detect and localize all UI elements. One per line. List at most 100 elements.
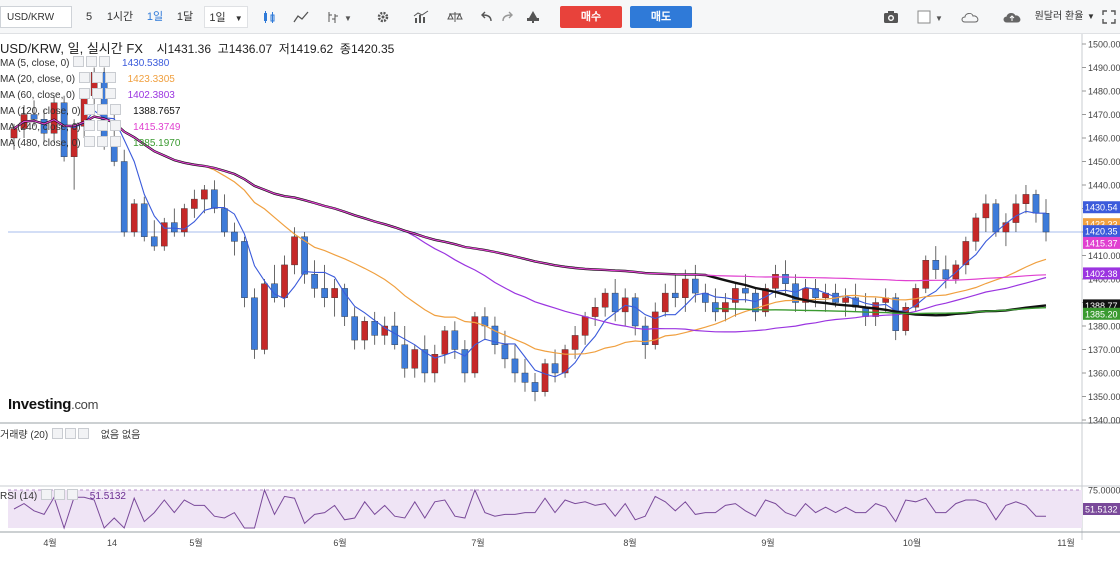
rsi-line [13, 488, 1046, 530]
price-tag [1083, 236, 1120, 249]
candle-type-icon[interactable] [258, 6, 280, 28]
interval-1h[interactable]: 1시간 [106, 11, 134, 23]
interval-1d[interactable]: 1일 [146, 11, 164, 23]
price-tag [1083, 225, 1120, 238]
rsi-band [8, 490, 1082, 528]
candle-body [742, 288, 749, 294]
candle-body [491, 325, 499, 345]
candle-body [902, 307, 910, 331]
candle-body [251, 297, 258, 350]
settings-icon[interactable] [86, 56, 98, 67]
close-icon[interactable] [110, 136, 122, 147]
rsi-label: RSI (14) [0, 491, 38, 502]
camera-icon[interactable] [880, 6, 902, 28]
candle-body [361, 321, 368, 341]
y-tick-label: 1360.00 [1088, 369, 1120, 379]
x-tick-label: 4월 [43, 537, 56, 548]
candle-body [1042, 212, 1050, 233]
sell-button[interactable]: 매도 [630, 6, 692, 28]
visibility-icon[interactable] [84, 136, 96, 147]
alert-icon[interactable] [522, 6, 544, 28]
candle-body [150, 236, 158, 247]
close-icon[interactable] [110, 120, 122, 131]
indicator-legend-ma5[interactable]: MA (5, close, 0) 1430.5380 [0, 56, 169, 72]
indicator-legend-ma120[interactable]: MA (120, close, 0) 1388.7657 [0, 104, 180, 120]
color-box-icon[interactable]: ▼ [912, 6, 948, 28]
settings-icon[interactable] [91, 72, 103, 83]
interval-1m[interactable]: 1달 [176, 11, 194, 23]
undo-icon[interactable] [476, 6, 496, 28]
symbol-selector[interactable]: USD/KRW [0, 6, 72, 28]
y-tick-label: 1350.00 [1088, 392, 1120, 402]
indicator-value: 1402.3803 [127, 90, 175, 101]
visibility-icon[interactable] [51, 428, 63, 439]
cloud-save-icon[interactable] [998, 6, 1028, 28]
buy-button[interactable]: 매수 [560, 6, 622, 28]
ma20-line [13, 115, 1047, 355]
interval-5[interactable]: 5 [85, 11, 93, 23]
candle-body [681, 278, 689, 298]
line-tool-icon[interactable] [290, 6, 312, 28]
candle-body [671, 292, 679, 299]
interval-dropdown[interactable]: 1일 ▼ [204, 6, 248, 28]
settings-icon[interactable] [97, 136, 109, 147]
close-icon[interactable] [77, 428, 89, 439]
candle-body [311, 274, 318, 289]
compare-icon[interactable] [444, 6, 466, 28]
candle-body [812, 288, 819, 298]
candle-body [511, 358, 519, 374]
indicator-value: 1388.7657 [133, 106, 181, 117]
right-label: 원달러 환율 [1034, 11, 1084, 22]
visibility-icon[interactable] [84, 120, 96, 131]
ohlc-readout: 시1431.36 고1436.07 저1419.62 종1420.35 [157, 42, 395, 56]
indicator-icon[interactable]: ▼ [322, 6, 356, 28]
rsi-value: 51.5132 [89, 491, 126, 502]
price-tag-label: 1388.77 [1085, 301, 1118, 311]
settings-icon[interactable] [97, 104, 109, 115]
close-icon[interactable] [104, 88, 116, 99]
candle-body [1022, 194, 1030, 204]
visibility-icon[interactable] [41, 489, 53, 500]
close-icon[interactable] [110, 104, 122, 115]
indicator-legend-ma480[interactable]: MA (480, close, 0) 1385.1970 [0, 136, 180, 152]
candle-body [411, 349, 419, 369]
candle-body [231, 231, 238, 242]
settings-icon[interactable] [54, 489, 66, 500]
visibility-icon[interactable] [78, 72, 90, 83]
expand-icon[interactable] [1100, 6, 1118, 28]
candle-body [752, 292, 759, 313]
settings-icon[interactable] [91, 88, 103, 99]
settings-icon[interactable] [64, 428, 76, 439]
close-icon[interactable] [99, 56, 111, 67]
candle-body [792, 283, 799, 303]
candle-body [40, 118, 48, 134]
close-icon[interactable] [67, 489, 79, 500]
settings-icon[interactable] [372, 6, 394, 28]
indicator-label: MA (480, close, 0) [0, 138, 81, 149]
indicator-legend-ma20[interactable]: MA (20, close, 0) 1423.3305 [0, 72, 175, 88]
rsi-legend[interactable]: RSI (14) 51.5132 [0, 489, 126, 505]
candle-body [561, 349, 569, 374]
redo-icon[interactable] [498, 6, 518, 28]
chart-title: USD/KRW, 일, 실시간 FX [0, 41, 143, 56]
candle-body [722, 302, 729, 313]
close-icon[interactable] [104, 72, 116, 83]
chevron-down-icon[interactable]: ▼ [1087, 12, 1095, 21]
candle-body [922, 260, 930, 289]
volume-legend[interactable]: 거래량 (20) 없음 없음 [0, 428, 140, 444]
candle-body [762, 288, 769, 313]
settings-icon[interactable] [97, 120, 109, 131]
candle-body [842, 297, 849, 303]
cloud-load-icon[interactable] [956, 6, 986, 28]
chart-type-icon[interactable] [410, 6, 432, 28]
candle-body [461, 349, 469, 374]
visibility-icon[interactable] [78, 88, 90, 99]
x-tick-label: 5월 [189, 537, 202, 548]
ohlc-high-value: 1436.07 [228, 42, 273, 56]
chart-header: USD/KRW, 일, 실시간 FX 시1431.36 고1436.07 저14… [0, 38, 394, 57]
visibility-icon[interactable] [84, 104, 96, 115]
visibility-icon[interactable] [73, 56, 85, 67]
indicator-legend-ma240[interactable]: MA (240, close, 0) 1415.3749 [0, 120, 180, 136]
indicator-legend-ma60[interactable]: MA (60, close, 0) 1402.3803 [0, 88, 175, 104]
